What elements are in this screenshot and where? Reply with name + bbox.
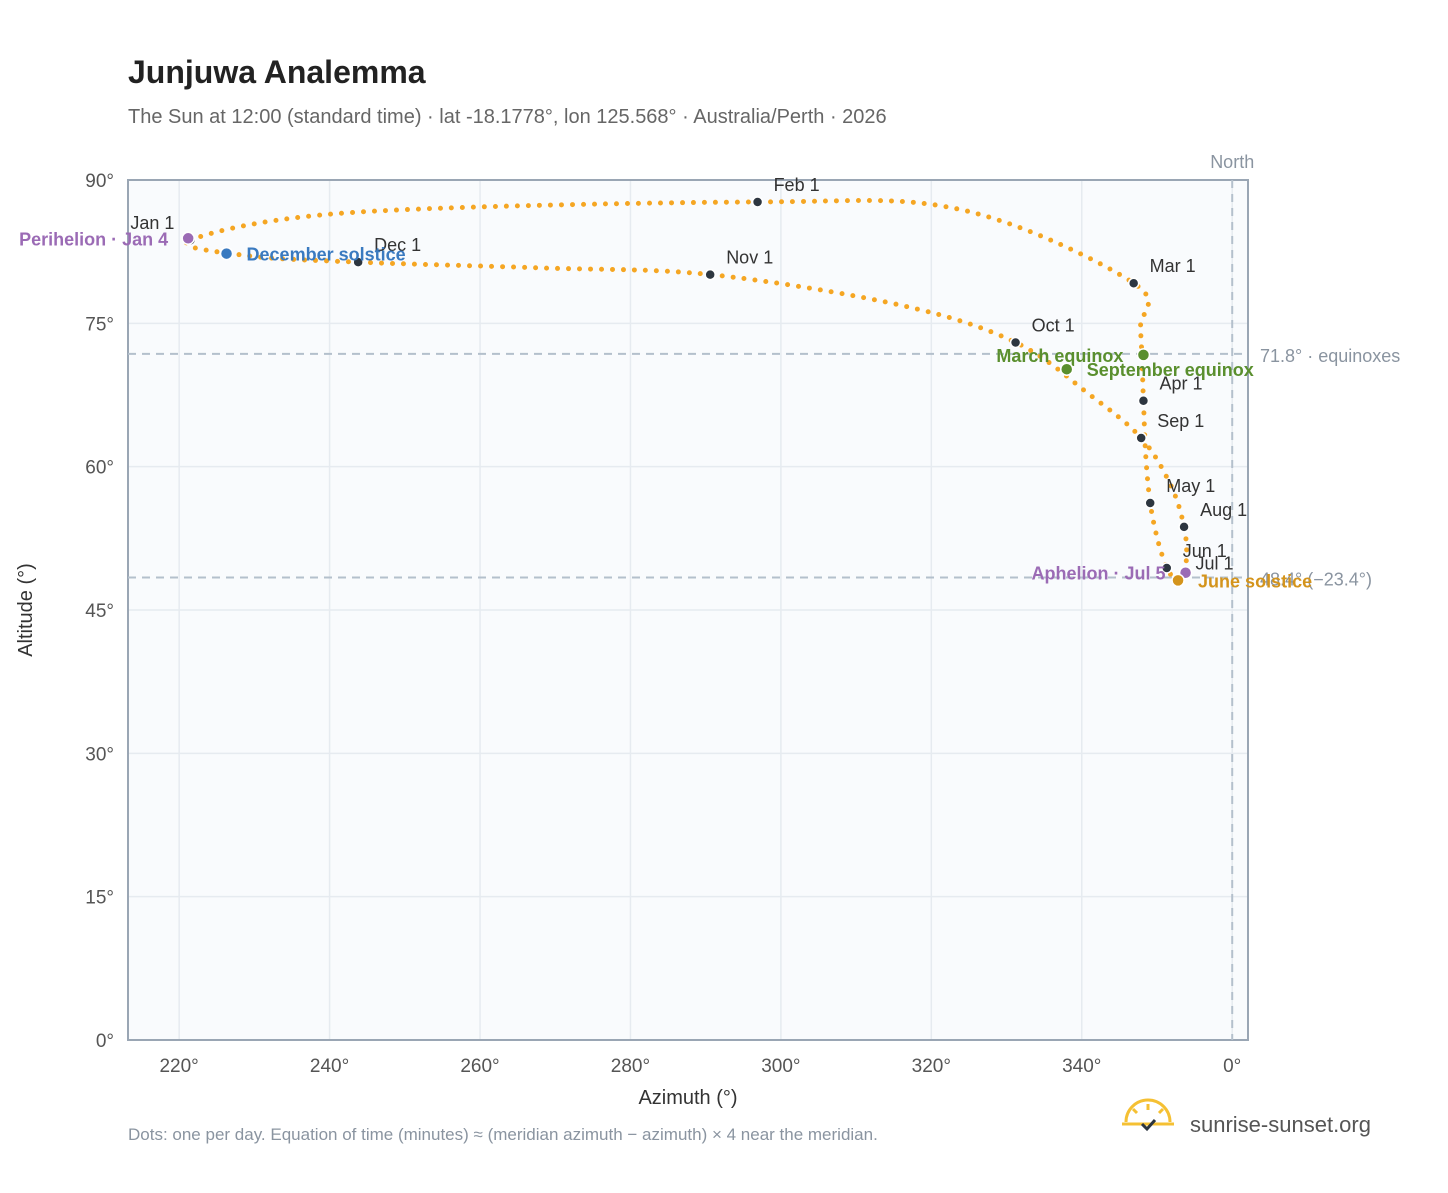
event-label: Perihelion · Jan 4 [19, 229, 168, 249]
footnote: Dots: one per day. Equation of time (min… [128, 1125, 878, 1144]
x-tick-label: 220° [159, 1056, 198, 1077]
event-marker [1171, 573, 1185, 588]
month-marker [751, 196, 764, 208]
month-marker [704, 268, 716, 281]
y-axis-label: Altitude (°) [15, 563, 37, 657]
y-tick-label: 60° [85, 458, 114, 479]
month-marker [1009, 336, 1022, 349]
x-tick-label: 280° [611, 1056, 650, 1077]
event-marker [219, 246, 234, 261]
event-label: March equinox [996, 346, 1123, 366]
x-tick-label: 320° [912, 1056, 951, 1077]
month-marker [1127, 277, 1140, 289]
month-label: Feb 1 [774, 175, 820, 195]
x-tick-label: 240° [310, 1056, 349, 1077]
month-marker [1161, 562, 1173, 574]
north-label: North [1210, 152, 1254, 172]
month-marker [1144, 497, 1156, 509]
reference-label: 71.8° · equinoxes [1260, 346, 1400, 366]
x-tick-label: 0° [1223, 1056, 1241, 1077]
y-tick-label: 45° [85, 601, 114, 622]
y-tick-label: 15° [85, 888, 114, 909]
y-tick-label: 30° [85, 744, 114, 765]
month-label: Jul 1 [1196, 553, 1234, 573]
plot-frame [127, 179, 1249, 1041]
chart-title: Junjuwa Analemma [128, 54, 426, 90]
y-tick-label: 90° [85, 171, 114, 192]
y-tick-label: 75° [85, 314, 114, 335]
brand-logo [1122, 1098, 1174, 1132]
x-tick-label: 300° [761, 1056, 800, 1077]
event-label: September equinox [1087, 360, 1254, 380]
event-label: Aphelion · Jul 5 [1032, 564, 1166, 584]
month-label: Apr 1 [1159, 374, 1202, 394]
month-label: Jan 1 [130, 213, 174, 233]
event-label: December solstice [247, 245, 406, 265]
event-marker [1059, 362, 1074, 376]
event-marker [1136, 348, 1151, 362]
brand: sunrise-sunset.org [1190, 1112, 1371, 1137]
month-label: May 1 [1166, 476, 1215, 496]
x-axis-label: Azimuth (°) [638, 1087, 737, 1109]
month-label: Mar 1 [1150, 256, 1196, 276]
month-label: Oct 1 [1032, 315, 1075, 335]
y-tick-label: 0° [96, 1031, 114, 1052]
x-tick-label: 340° [1062, 1056, 1101, 1077]
month-label: Nov 1 [726, 248, 773, 268]
month-label: Sep 1 [1157, 411, 1204, 431]
month-marker [352, 256, 364, 268]
x-tick-label: 260° [460, 1056, 499, 1077]
month-marker [1137, 394, 1150, 407]
event-label: June solstice [1198, 571, 1312, 591]
month-marker [1178, 521, 1190, 533]
month-label: Dec 1 [374, 235, 421, 255]
event-marker [181, 231, 195, 246]
reference-label: 48.4° (−23.4°) [1260, 570, 1372, 590]
month-label: Aug 1 [1200, 500, 1247, 520]
month-label: Jun 1 [1183, 541, 1227, 561]
month-marker [1135, 432, 1147, 444]
subtitle: The Sun at 12:00 (standard time) · lat -… [128, 106, 887, 128]
